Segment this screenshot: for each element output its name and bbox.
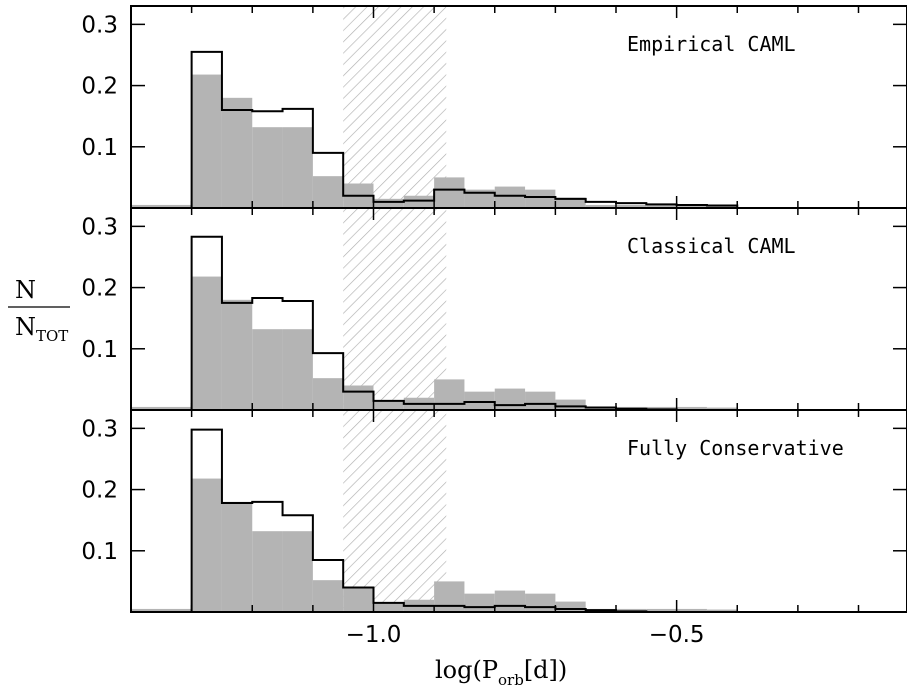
observed-bar bbox=[464, 593, 495, 612]
observed-bar bbox=[373, 198, 404, 208]
y-tick-label: 0.3 bbox=[81, 214, 118, 240]
panel-label: Fully Conservative bbox=[627, 436, 844, 460]
model-histogram-line bbox=[190, 235, 738, 411]
observed-bar bbox=[191, 478, 222, 612]
svg-text:log(Porb[d]): log(Porb[d]) bbox=[435, 656, 567, 689]
observed-bar bbox=[312, 580, 344, 612]
y-tick-label: 0.1 bbox=[81, 539, 118, 565]
observed-bar bbox=[555, 601, 586, 612]
y-tick-label: 0.3 bbox=[81, 416, 118, 442]
excluded-period-region bbox=[343, 208, 447, 410]
observed-bar bbox=[706, 205, 738, 208]
observed-bar bbox=[585, 204, 616, 208]
observed-bar bbox=[403, 195, 435, 208]
observed-bar bbox=[525, 391, 556, 410]
x-axis-title-rest: [d]) bbox=[524, 656, 567, 684]
observed-bar bbox=[646, 204, 677, 208]
y-tick-label: 0.2 bbox=[81, 74, 118, 100]
observed-bar bbox=[676, 608, 707, 612]
panel-3: 0.1 0.2 0.3 Fully Conservative bbox=[81, 409, 907, 613]
observed-bar bbox=[373, 400, 404, 410]
y-axis-title-denominator: N bbox=[15, 313, 36, 341]
panel-2: 0.1 0.2 0.3 Classical CAML bbox=[81, 207, 907, 411]
excluded-period-region bbox=[343, 410, 447, 612]
observed-bar bbox=[706, 407, 738, 410]
observed-bar bbox=[343, 587, 374, 612]
x-axis-title: log(Porb[d]) bbox=[435, 656, 567, 689]
observed-bar bbox=[706, 609, 738, 612]
panel-1: 0.1 0.2 0.3 Empirical CAML bbox=[81, 5, 907, 209]
y-tick-label: 0.1 bbox=[81, 135, 118, 161]
x-tick-label: −1.0 bbox=[346, 622, 402, 648]
observed-bar bbox=[343, 385, 374, 410]
observed-bar bbox=[131, 608, 192, 612]
observed-bar bbox=[434, 379, 465, 410]
observed-bar bbox=[131, 406, 192, 410]
observed-bar bbox=[252, 329, 283, 410]
observed-bar bbox=[191, 276, 222, 410]
observed-bar bbox=[616, 204, 647, 208]
observed-bar bbox=[312, 378, 344, 410]
observed-bar bbox=[221, 501, 253, 612]
observed-bar bbox=[282, 329, 313, 410]
observed-bar bbox=[464, 391, 495, 410]
y-tick-label: 0.2 bbox=[81, 478, 118, 504]
x-axis-title-main: log(P bbox=[435, 656, 498, 684]
y-tick-label: 0.3 bbox=[81, 12, 118, 38]
observed-bar bbox=[282, 531, 313, 612]
observed-bar bbox=[676, 406, 707, 410]
observed-bar bbox=[494, 186, 526, 208]
observed-bar bbox=[464, 189, 495, 208]
observed-bar bbox=[555, 399, 586, 410]
observed-bar bbox=[494, 590, 526, 612]
observed-bar bbox=[434, 177, 465, 208]
observed-bar bbox=[555, 197, 586, 208]
observed-bar bbox=[252, 531, 283, 612]
y-axis-title-denominator-sub: TOT bbox=[36, 327, 68, 345]
model-histogram-line bbox=[190, 50, 739, 208]
observed-bar bbox=[221, 299, 253, 410]
observed-bar bbox=[525, 189, 556, 208]
panel-label: Empirical CAML bbox=[627, 32, 796, 56]
observed-bar bbox=[646, 608, 677, 612]
observed-bar bbox=[221, 97, 253, 208]
y-tick-label: 0.2 bbox=[81, 276, 118, 302]
panel-label: Classical CAML bbox=[627, 234, 796, 258]
x-axis-title-subscript: orb bbox=[498, 671, 524, 689]
observed-bar bbox=[312, 176, 344, 208]
observed-bar bbox=[191, 74, 222, 208]
observed-bar bbox=[434, 581, 465, 612]
observed-bar bbox=[525, 593, 556, 612]
y-axis-title-numerator: N bbox=[15, 276, 36, 304]
observed-bar bbox=[494, 388, 526, 410]
svg-text:NTOT: NTOT bbox=[15, 313, 68, 345]
observed-bar bbox=[282, 127, 313, 208]
y-tick-label: 0.1 bbox=[81, 337, 118, 363]
panel-frame bbox=[130, 409, 907, 613]
excluded-period-region bbox=[343, 6, 447, 208]
x-tick-label: −0.5 bbox=[649, 622, 705, 648]
observed-bar bbox=[373, 602, 404, 612]
observed-bar bbox=[252, 127, 283, 208]
observed-bar bbox=[131, 204, 192, 208]
y-axis-title: N NTOT bbox=[8, 276, 70, 345]
observed-bar bbox=[676, 204, 707, 208]
